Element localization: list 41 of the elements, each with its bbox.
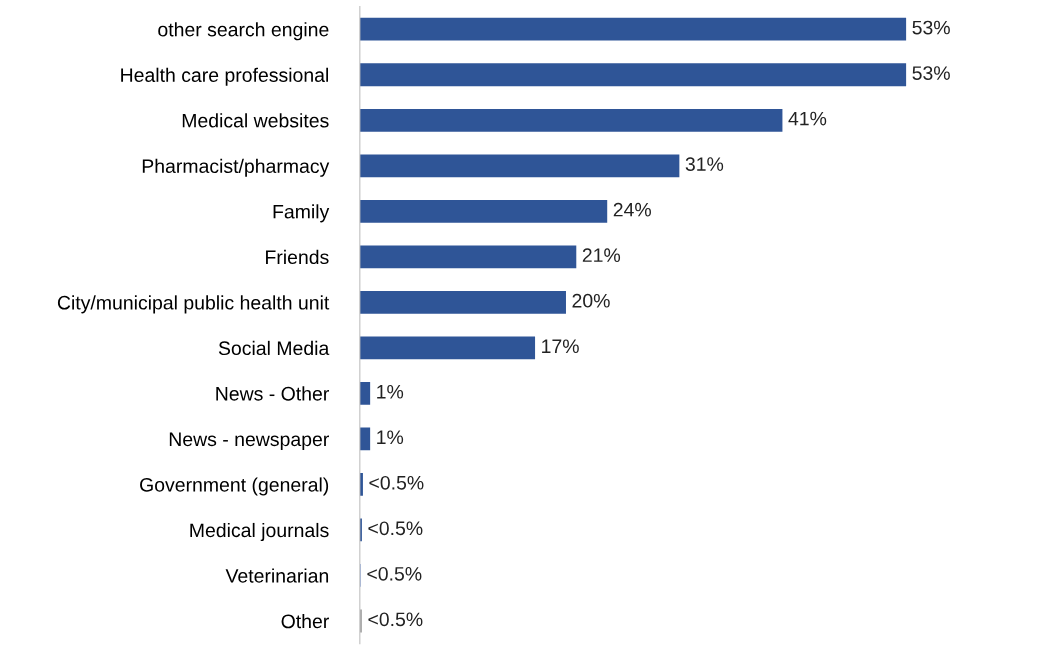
data-label: 1% [377, 384, 404, 399]
data-label: 21% [582, 248, 621, 262]
y-tick-label: Friends [266, 249, 329, 265]
data-label: <0.5% [369, 475, 424, 490]
y-tick-label: Medical websites [182, 113, 329, 128]
bar [359, 290, 566, 314]
bar [359, 382, 371, 405]
data-label: 53% [912, 20, 950, 35]
y-tick-label: Social Media [218, 340, 330, 356]
y-tick-label: News - Other [216, 386, 329, 401]
bar [359, 609, 362, 633]
y-tick-label: News - newspaper [169, 432, 329, 450]
data-label: 24% [613, 202, 651, 217]
y-tick-label: Veterinarian [225, 568, 329, 583]
data-label: <0.5% [368, 612, 423, 627]
data-label: 41% [788, 111, 827, 126]
data-label: 1% [377, 430, 404, 445]
y-tick-label: Government (general) [140, 477, 329, 496]
bar [359, 63, 907, 87]
y-tick-label: City/municipal public health unit [57, 295, 330, 314]
bar [359, 518, 362, 542]
y-tick-label: other search engine [158, 22, 329, 41]
bar [359, 336, 536, 360]
bar [359, 427, 371, 451]
data-label: 31% [685, 157, 724, 172]
y-tick-label: Other [281, 613, 329, 629]
bar [359, 473, 363, 496]
y-tick-label: Pharmacist/pharmacy [142, 158, 330, 177]
data-label: <0.5% [367, 566, 422, 581]
data-label: 53% [912, 66, 950, 80]
bar [359, 154, 680, 178]
bar [359, 17, 907, 41]
data-label: 17% [542, 339, 579, 354]
y-tick-label: Health care professional [121, 67, 328, 86]
data-label: 20% [572, 293, 610, 308]
bar [359, 108, 783, 132]
y-tick-label: Family [273, 204, 330, 223]
bar [359, 199, 608, 223]
bar [359, 245, 577, 269]
data-label: <0.5% [368, 521, 423, 536]
y-tick-label: Medical journals [190, 522, 329, 542]
